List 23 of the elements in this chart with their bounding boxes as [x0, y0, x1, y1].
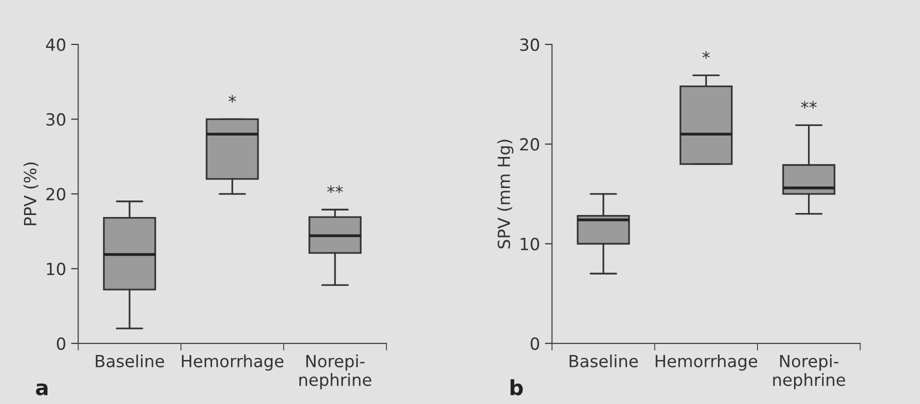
x-tick-label: Norepi- nephrine	[773, 354, 846, 390]
y-tick-label: 20	[520, 138, 540, 151]
x-tick-label: Baseline	[570, 354, 638, 368]
y-tick-label: 40	[46, 38, 66, 52]
y-tick-label: 30	[520, 38, 540, 52]
annotation: *	[228, 95, 236, 103]
x-tick-label: Hemorrhage	[182, 354, 284, 371]
y-tick-label: 0	[530, 337, 540, 350]
y-tick-label: 20	[46, 188, 66, 200]
text: a	[36, 383, 48, 396]
x-tick-label: Baseline	[96, 354, 164, 368]
y-axis-title: SPV (mm Hg)	[497, 140, 514, 248]
y-tick-label: 30	[46, 113, 66, 126]
y-tick-label: 10	[520, 238, 540, 250]
annotation: **	[800, 100, 817, 109]
y-tick-label: 0	[56, 337, 66, 350]
text: b	[510, 379, 523, 396]
x-tick-label: Norepi- nephrine	[299, 354, 372, 390]
x-tick-label: Hemorrhage	[656, 354, 758, 371]
y-tick-label: 10	[47, 262, 66, 276]
annotation: **	[327, 185, 343, 194]
annotation: *	[702, 51, 710, 59]
y-axis-title: PPV (%)	[24, 162, 38, 226]
